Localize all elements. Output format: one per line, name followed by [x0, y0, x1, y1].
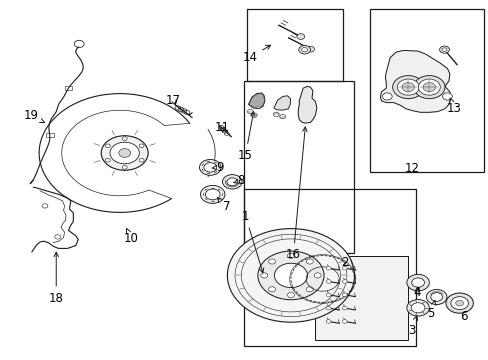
Circle shape [110, 142, 139, 164]
Circle shape [411, 278, 424, 287]
Circle shape [392, 76, 423, 99]
Circle shape [342, 320, 346, 323]
Text: 18: 18 [49, 252, 63, 305]
Bar [64, 86, 72, 90]
Text: 4: 4 [412, 286, 420, 299]
Circle shape [342, 266, 346, 270]
Text: 1: 1 [241, 210, 263, 273]
Circle shape [227, 229, 354, 322]
Text: 16: 16 [285, 127, 306, 261]
Circle shape [450, 297, 468, 310]
Bar [369, 9, 483, 172]
Circle shape [325, 306, 330, 310]
Circle shape [418, 79, 439, 95]
Circle shape [122, 137, 127, 140]
Polygon shape [248, 94, 264, 108]
Circle shape [325, 266, 330, 270]
Circle shape [439, 46, 448, 53]
Circle shape [305, 259, 313, 264]
Circle shape [105, 144, 110, 148]
Text: 12: 12 [404, 162, 419, 175]
Text: 13: 13 [446, 98, 460, 114]
Circle shape [298, 45, 310, 54]
Circle shape [342, 306, 346, 310]
Circle shape [430, 293, 442, 301]
Circle shape [441, 48, 446, 51]
Circle shape [410, 303, 424, 313]
Circle shape [406, 274, 428, 291]
Text: 5: 5 [427, 301, 435, 320]
Text: 14: 14 [242, 45, 270, 64]
Circle shape [119, 149, 130, 157]
Bar [247, 9, 343, 81]
Circle shape [296, 34, 304, 40]
Circle shape [426, 289, 446, 305]
Text: 11: 11 [215, 121, 229, 134]
Circle shape [303, 112, 310, 118]
Text: 17: 17 [166, 94, 181, 107]
Polygon shape [273, 96, 290, 110]
Circle shape [413, 76, 444, 99]
Circle shape [342, 280, 346, 283]
Bar [244, 81, 353, 253]
Circle shape [287, 253, 294, 258]
Circle shape [305, 287, 313, 292]
Text: 19: 19 [23, 109, 44, 123]
Bar [46, 133, 54, 137]
Text: 10: 10 [123, 229, 138, 245]
Circle shape [226, 178, 237, 186]
Circle shape [55, 235, 61, 239]
Text: 8: 8 [233, 174, 244, 187]
Circle shape [397, 79, 418, 95]
Circle shape [406, 300, 428, 316]
Text: 9: 9 [212, 161, 224, 174]
Text: 6: 6 [459, 310, 467, 323]
Circle shape [122, 166, 127, 169]
Circle shape [139, 144, 144, 148]
Circle shape [382, 93, 391, 100]
Circle shape [325, 320, 330, 323]
Circle shape [442, 93, 451, 100]
Circle shape [274, 263, 307, 288]
Circle shape [200, 185, 224, 203]
Circle shape [401, 82, 414, 92]
Circle shape [260, 273, 267, 278]
Circle shape [445, 293, 472, 313]
Circle shape [342, 293, 346, 297]
Circle shape [325, 280, 330, 283]
Circle shape [455, 300, 463, 306]
Circle shape [306, 46, 314, 52]
Circle shape [42, 204, 48, 208]
Text: 3: 3 [407, 316, 417, 337]
Polygon shape [380, 50, 450, 112]
Text: 2: 2 [340, 256, 348, 269]
Circle shape [257, 251, 324, 300]
Circle shape [325, 293, 330, 297]
Circle shape [313, 273, 321, 278]
Circle shape [422, 82, 435, 92]
Circle shape [139, 158, 144, 162]
Circle shape [268, 287, 275, 292]
Polygon shape [248, 93, 264, 109]
Text: 15: 15 [238, 112, 254, 162]
Text: 7: 7 [217, 198, 230, 213]
Circle shape [287, 292, 294, 298]
Circle shape [105, 158, 110, 162]
Circle shape [199, 159, 221, 175]
Bar [315, 256, 407, 340]
Bar [244, 189, 415, 346]
Polygon shape [298, 86, 316, 123]
Circle shape [268, 259, 275, 264]
Circle shape [301, 48, 307, 52]
Circle shape [101, 136, 148, 170]
Circle shape [205, 189, 220, 200]
Circle shape [203, 163, 216, 172]
Circle shape [222, 175, 242, 189]
